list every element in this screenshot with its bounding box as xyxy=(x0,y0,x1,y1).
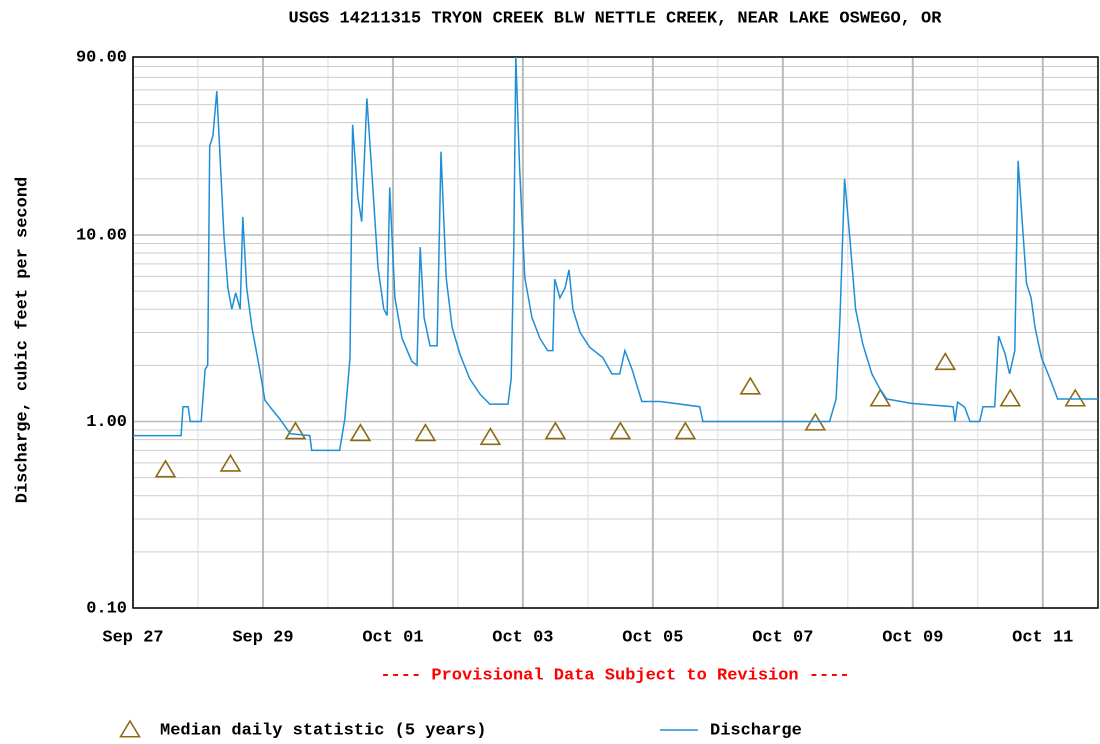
median-marker xyxy=(544,421,567,440)
x-tick-label: Oct 11 xyxy=(1012,628,1073,647)
median-marker xyxy=(154,459,177,478)
legend-label: Median daily statistic (5 years) xyxy=(160,721,486,740)
median-marker xyxy=(609,421,632,440)
median-marker xyxy=(284,421,307,440)
y-tick-label: 90.00 xyxy=(76,48,127,67)
plot-frame xyxy=(132,56,1099,609)
median-marker xyxy=(414,423,437,442)
median-marker xyxy=(934,352,957,371)
median-marker xyxy=(349,423,372,442)
chart-title: USGS 14211315 TRYON CREEK BLW NETTLE CRE… xyxy=(289,9,943,28)
x-tick-label: Oct 07 xyxy=(752,628,813,647)
x-tick-label: Oct 01 xyxy=(362,628,423,647)
y-axis-label: Discharge, cubic feet per second xyxy=(13,177,32,503)
y-tick-label: 1.00 xyxy=(86,413,127,432)
x-tick-label: Oct 09 xyxy=(882,628,943,647)
median-marker xyxy=(739,376,762,395)
legend-marker xyxy=(119,719,141,738)
legend-label: Discharge xyxy=(710,721,802,740)
x-tick-label: Sep 27 xyxy=(102,628,163,647)
x-tick-label: Oct 05 xyxy=(622,628,683,647)
median-marker xyxy=(869,388,892,407)
median-marker xyxy=(674,421,697,440)
x-tick-label: Oct 03 xyxy=(492,628,553,647)
annotation: ---- Provisional Data Subject to Revisio… xyxy=(380,666,849,685)
median-marker xyxy=(219,453,242,472)
y-tick-label: 10.00 xyxy=(76,226,127,245)
median-marker xyxy=(999,388,1022,407)
median-marker xyxy=(1064,388,1087,407)
median-marker xyxy=(479,427,502,446)
y-tick-label: 0.10 xyxy=(86,599,127,618)
discharge-line xyxy=(133,56,1098,452)
x-tick-label: Sep 29 xyxy=(232,628,293,647)
